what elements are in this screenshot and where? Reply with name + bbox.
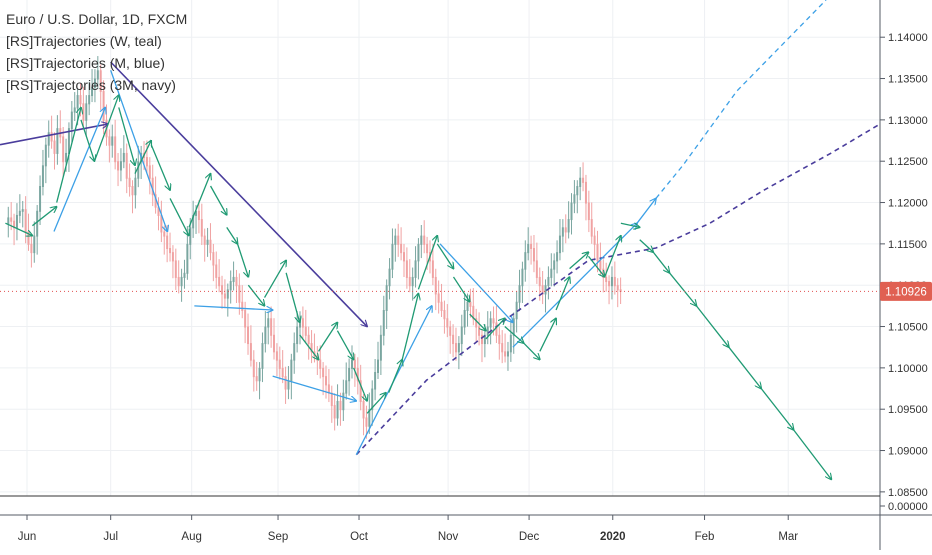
time-tick-label: Sep	[268, 531, 288, 543]
trajectory-teal	[504, 326, 524, 344]
indicator-monthly-label[interactable]: [RS]Trajectories (M, blue)	[6, 55, 165, 71]
trajectory-teal	[317, 322, 338, 352]
time-tick-label: Jul	[103, 531, 118, 543]
trajectory-teal	[226, 226, 238, 244]
time-tick-label: Nov	[438, 531, 459, 543]
trajectory-navy	[0, 124, 108, 146]
price-tick-label: 1.11500	[888, 239, 927, 251]
trajectory-teal	[620, 222, 640, 227]
trajectory-teal	[452, 276, 469, 302]
indicator-weekly-label[interactable]: [RS]Trajectories (W, teal)	[6, 33, 162, 49]
current-price-badge	[880, 281, 932, 301]
current-price-label: 1.10926	[885, 286, 927, 298]
trajectory-teal	[604, 236, 621, 278]
trajectory-blue	[512, 223, 637, 348]
price-tick-label: 1.08500	[888, 487, 928, 499]
trajectory-teal	[93, 95, 118, 162]
current-price: 1.10926	[0, 281, 932, 301]
time-tick-label: Mar	[778, 531, 798, 543]
trajectory-teal	[5, 222, 32, 235]
trajectory-teal	[299, 334, 319, 360]
indicator-quarterly-label[interactable]: [RS]Trajectories (3M, navy)	[6, 77, 176, 93]
projection-navy	[355, 123, 881, 456]
trajectory-teal	[555, 277, 569, 311]
trajectory-teal	[652, 251, 669, 273]
trajectory-teal	[485, 318, 505, 340]
trajectory-teal	[31, 207, 56, 227]
trajectory-teal	[793, 429, 832, 480]
trajectory-teal	[523, 342, 540, 360]
trajectory-teal	[169, 198, 189, 235]
trajectory-navy	[110, 61, 367, 327]
trajectory-blue	[53, 107, 105, 232]
trajectory-teal	[353, 367, 367, 401]
price-tick-label: 1.09000	[888, 446, 928, 458]
trajectory-blue	[272, 375, 357, 401]
trajectory-blue	[194, 305, 272, 310]
trajectory-teal	[56, 107, 81, 203]
trajectory-teal	[188, 174, 211, 228]
price-tick-label: 1.10500	[888, 322, 928, 334]
trajectory-teal	[236, 243, 249, 277]
trajectory-teal	[247, 284, 264, 306]
lower-pane-tick-label: 0.00000	[888, 501, 928, 513]
trajectory-teal	[728, 346, 761, 388]
price-tick-label: 1.13500	[888, 74, 928, 86]
time-tick-label: Feb	[695, 531, 715, 543]
projection-blue	[655, 0, 827, 199]
trajectory-teal	[388, 360, 402, 393]
time-tick-label: Dec	[519, 531, 540, 543]
trajectory-teal	[469, 313, 486, 331]
trajectory-teal	[639, 239, 653, 252]
symbol-title[interactable]: Euro / U.S. Dollar, 1D, FXCM	[6, 11, 188, 27]
time-tick-label: Aug	[181, 531, 201, 543]
price-tick-label: 1.12000	[888, 198, 928, 210]
time-tick-label: Jun	[18, 531, 37, 543]
trajectory-teal	[760, 388, 793, 430]
price-tick-label: 1.14000	[888, 32, 928, 44]
trajectory-teal	[668, 272, 696, 306]
time-axis[interactable]: Jun Jul Aug Sep Oct Nov Dec 2020 Feb Mar	[18, 515, 799, 543]
trajectory-teal	[80, 119, 94, 161]
trajectory-blue	[439, 243, 513, 323]
price-tick-label: 1.13000	[888, 115, 928, 127]
trajectory-teal	[695, 305, 728, 347]
trajectory-teal	[401, 293, 418, 360]
trajectory-teal	[417, 236, 437, 290]
trajectory-teal	[436, 243, 453, 269]
trajectories	[0, 0, 881, 480]
price-tick-label: 1.10000	[888, 363, 928, 375]
trajectory-teal	[336, 330, 353, 360]
chart-legend: Euro / U.S. Dollar, 1D, FXCM [RS]Traject…	[6, 8, 187, 96]
trajectory-teal	[539, 318, 556, 352]
trajectory-teal	[569, 252, 589, 270]
trajectory-teal	[134, 141, 151, 174]
lower-pane-axis: 0.00000	[880, 501, 928, 513]
trajectory-blue	[636, 198, 656, 224]
grid	[0, 0, 880, 496]
trajectory-teal	[118, 107, 135, 165]
price-tick-label: 1.09500	[888, 404, 928, 416]
trajectory-teal	[587, 255, 604, 277]
trajectory-teal	[209, 185, 227, 215]
trajectory-teal	[285, 272, 299, 323]
candles	[7, 56, 622, 439]
time-tick-label: Oct	[350, 531, 369, 543]
time-tick-label: 2020	[600, 531, 626, 543]
trajectory-teal	[366, 393, 386, 414]
trajectory-teal	[150, 144, 170, 190]
price-tick-label: 1.12500	[888, 156, 928, 168]
